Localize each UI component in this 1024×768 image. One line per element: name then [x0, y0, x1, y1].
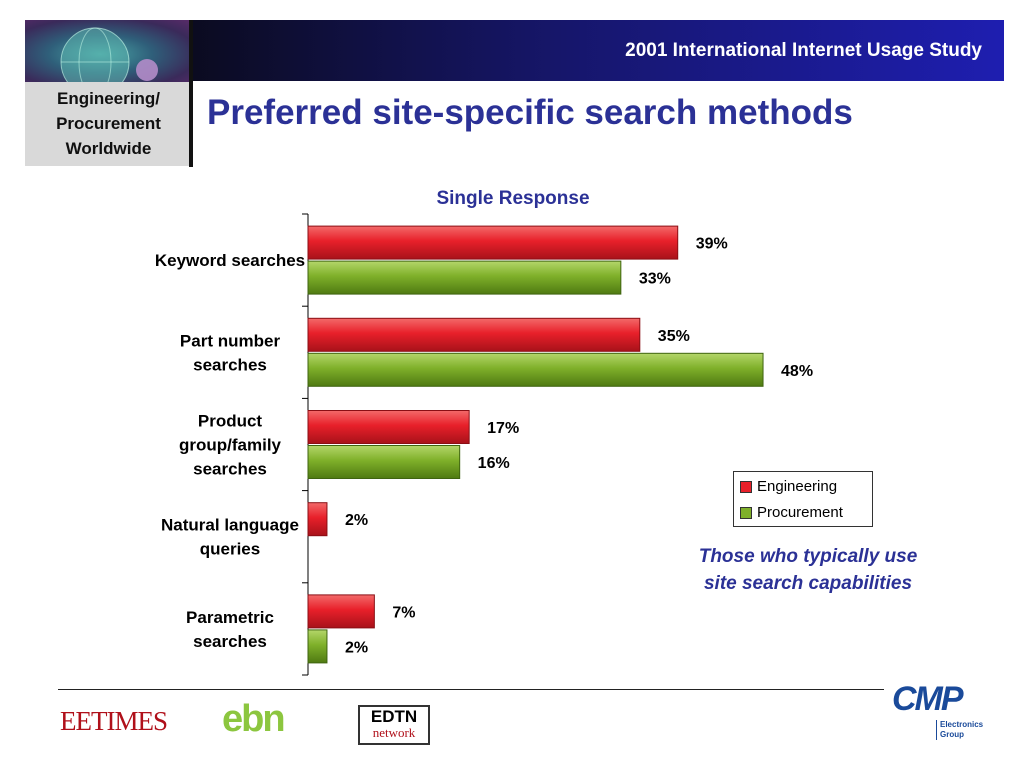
legend-label-procurement: Procurement: [757, 504, 843, 521]
bar-engineering: [307, 410, 470, 444]
bar-procurement: [307, 260, 622, 295]
legend-item-procurement: Procurement: [740, 504, 843, 521]
data-label: 16%: [478, 455, 510, 472]
category-label: Natural language: [161, 516, 299, 535]
logo-line-1: Engineering/: [57, 89, 160, 108]
bar-procurement: [307, 629, 328, 664]
category-label: Keyword searches: [155, 251, 305, 270]
logo-line-3: Worldwide: [65, 139, 152, 158]
chart-area: Single Response Keyword searches 39% 33% Pa…: [0, 170, 1024, 690]
bar-engineering: [307, 594, 375, 629]
category-label: searches: [193, 355, 267, 374]
data-label: 33%: [639, 271, 671, 288]
bar-procurement: [307, 445, 461, 479]
header-bar: 2001 International Internet Usage Study: [192, 20, 1004, 81]
logo-text: Engineering/ Procurement Worldwide: [25, 86, 192, 161]
data-label: 39%: [696, 236, 728, 253]
cmp-logo: CMP Electronics Group: [892, 680, 983, 740]
ebn-logo: ebn: [222, 698, 286, 740]
legend-label-engineering: Engineering: [757, 478, 838, 495]
data-label: 2%: [345, 512, 368, 529]
data-label: 2%: [345, 639, 368, 656]
cmp-logo-sub-1: Electronics: [940, 720, 984, 729]
legend-swatch-engineering: [740, 481, 752, 494]
footer-divider: [58, 689, 884, 690]
legend-swatch-procurement: [740, 507, 752, 520]
category-label: group/family: [179, 436, 282, 455]
cmp-logo-sub-2: Group: [940, 730, 964, 739]
category-label: Parametric: [186, 608, 274, 627]
bar-chart: Single Response Keyword searches 39% 33% Pa…: [155, 188, 813, 676]
page-title: Preferred site-specific search methods: [207, 93, 853, 132]
category-label: searches: [193, 632, 267, 651]
study-title: 2001 International Internet Usage Study: [625, 40, 982, 61]
edtn-logo-bottom: network: [372, 725, 416, 740]
legend-item-engineering: Engineering: [740, 478, 837, 495]
data-label: 48%: [781, 363, 813, 380]
bar-engineering: [307, 317, 641, 352]
logo-divider: [189, 20, 193, 167]
category-label: queries: [200, 540, 260, 559]
chart-legend: Engineering Procurement: [733, 471, 873, 527]
note-line-1: Those who typically use: [698, 546, 918, 567]
chart-note: Those who typically use site search capa…: [658, 543, 958, 597]
chart-title: Single Response: [436, 188, 589, 209]
category-label: Part number: [180, 331, 281, 350]
category-label: Product: [198, 412, 263, 431]
cmp-logo-subtitle: Electronics Group: [936, 720, 983, 740]
logo-box: Engineering/ Procurement Worldwide: [25, 20, 192, 166]
bar-procurement: [307, 352, 764, 387]
eetimes-logo: EETIMES: [60, 706, 168, 736]
bar-engineering: [307, 502, 328, 537]
note-line-2: site search capabilities: [703, 573, 913, 594]
category-label: searches: [193, 460, 267, 479]
globe-icon: [25, 20, 192, 97]
bar-engineering: [307, 225, 679, 260]
data-label: 17%: [487, 420, 519, 437]
cmp-logo-word: CMP: [892, 680, 964, 718]
logo-line-2: Procurement: [56, 114, 161, 133]
edtn-logo-top: EDTN: [370, 707, 418, 726]
data-label: 35%: [658, 328, 690, 345]
data-label: 7%: [392, 604, 415, 621]
edtn-logo: EDTN network: [358, 705, 430, 745]
